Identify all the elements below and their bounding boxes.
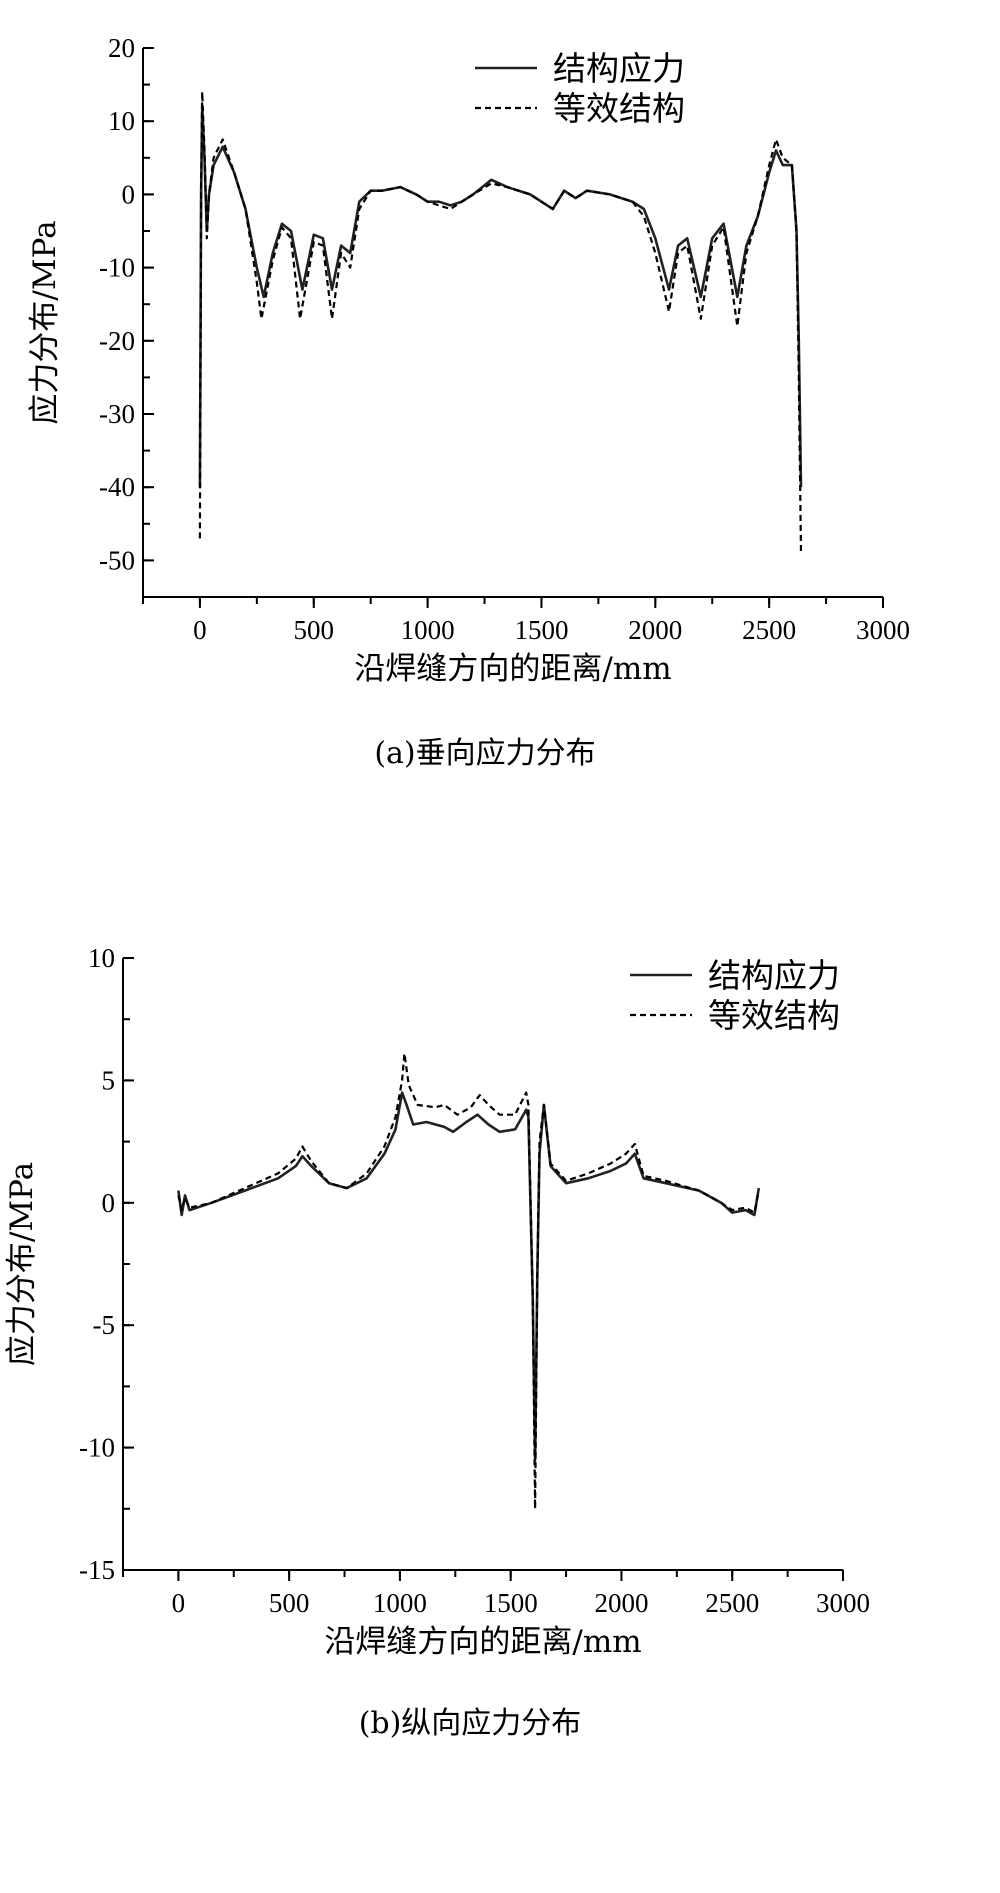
chart-a-caption: (a)垂向应力分布 [374,736,595,771]
chart-a-series-line-structural-stress [198,105,803,488]
chart-a-y-tick-label: -10 [99,253,135,283]
chart-b-caption: (b)纵向应力分布 [359,1706,582,1741]
chart-b-x-tick-label: 2000 [594,1588,648,1618]
chart-b-longitudinal-stress: 10 5 0 -5 -10 -15 0 500 1000 1500 2000 2500 3000 沿焊缝方… [4,943,870,1660]
chart-a-x-tick-label: 1500 [514,615,568,645]
chart-a-legend-label: 结构应力 [553,49,685,88]
chart-b-series-line-structural-stress [177,1091,761,1462]
chart-b-y-axis-title: 应力分布/MPa [4,1162,40,1366]
chart-a-series-line-equivalent-structure [198,90,803,554]
chart-a-y-tick-label: -30 [99,399,135,429]
chart-a-x-tick-label: 0 [193,615,207,645]
chart-a-x-tick-label: 2500 [742,615,796,645]
chart-b-y-tick-label: -10 [79,1433,115,1463]
chart-a-y-tick-label: 20 [108,33,135,63]
chart-b-y-tick-label: -5 [93,1310,116,1340]
chart-a-x-tick-label: 2000 [628,615,682,645]
chart-b-x-tick-label: 2500 [705,1588,759,1618]
chart-b-legend-label: 结构应力 [708,956,840,995]
chart-b-x-tick-label: 0 [172,1588,186,1618]
chart-a-y-tick-label: -40 [99,472,135,502]
chart-a-y-axis-title: 应力分布/MPa [27,220,63,424]
chart-b-x-tick-label: 500 [269,1588,310,1618]
chart-b-x-tick-label: 1000 [373,1588,427,1618]
chart-a-x-axis-title: 沿焊缝方向的距离/mm [354,651,671,687]
chart-a-x-tick-label: 500 [294,615,335,645]
chart-b-y-tick-label: -15 [79,1555,115,1585]
chart-b-y-tick-label: 5 [102,1065,116,1095]
chart-b-y-tick-label: 0 [102,1188,116,1218]
chart-b-x-tick-label: 3000 [816,1588,870,1618]
chart-a-legend-label: 等效结构 [553,89,685,128]
chart-b-x-axis-title: 沿焊缝方向的距离/mm [324,1624,641,1660]
chart-a-x-tick-label: 3000 [856,615,910,645]
chart-a-y-tick-label: 10 [108,106,135,136]
chart-b-y-tick-label: 10 [88,943,115,973]
chart-a-y-tick-label: -50 [99,545,135,575]
chart-b-x-tick-label: 1500 [484,1588,538,1618]
chart-b-series-line-equivalent-structure [177,1052,760,1510]
chart-a-y-tick-label: 0 [122,179,136,209]
chart-b-legend-label: 等效结构 [708,996,840,1035]
chart-a-y-tick-label: -20 [99,326,135,356]
chart-a-vertical-stress: 20 10 0 -10 -20 -30 -40 -50 0 500 1000 1500 2000 2500… [27,33,910,687]
chart-a-x-tick-label: 1000 [401,615,455,645]
